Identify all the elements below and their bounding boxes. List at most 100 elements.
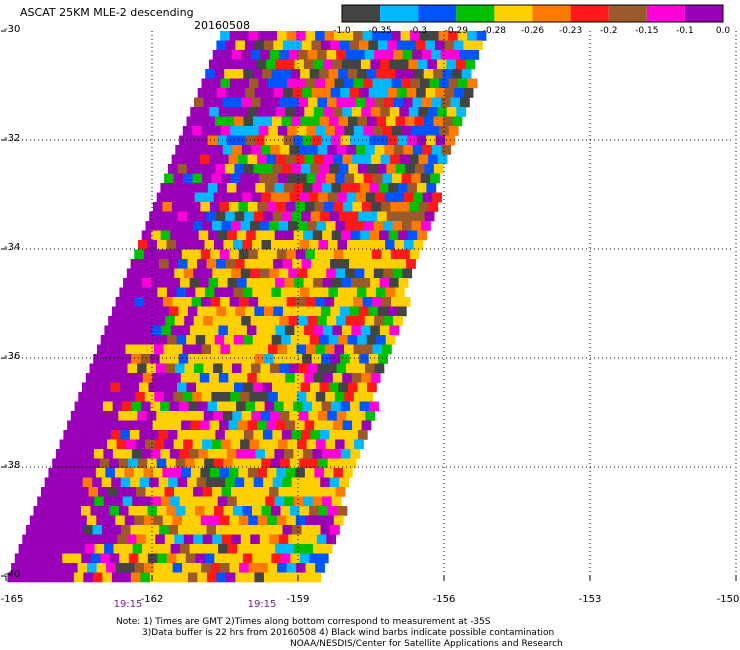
swath-cell <box>71 553 82 564</box>
swath-cell <box>207 183 218 193</box>
swath-cell <box>404 69 415 79</box>
swath-cell <box>413 192 423 203</box>
map-title: ASCAT 25KM MLE-2 descending <box>20 6 194 19</box>
colorbar-tick-label: -0.1 <box>676 26 694 36</box>
swath-cell <box>294 325 305 336</box>
swath-cell <box>187 572 198 583</box>
swath-cell <box>75 496 85 507</box>
swath-cell <box>259 534 270 545</box>
swath-cell <box>149 477 159 488</box>
swath-cell <box>172 249 183 260</box>
swath-cell <box>275 107 286 117</box>
swath-cell <box>318 192 328 203</box>
swath-cell <box>222 363 233 374</box>
swath-cell <box>222 97 233 108</box>
swath-cell <box>255 449 266 459</box>
swath-cell <box>334 297 344 307</box>
swath-cell <box>325 344 335 355</box>
latitude-label: -32 <box>4 133 21 144</box>
swath-cell <box>109 506 120 516</box>
swath-cell <box>165 363 176 374</box>
swath-cell <box>203 145 214 155</box>
swath-cell <box>179 401 189 412</box>
swath-cell <box>389 107 400 117</box>
swath-cell <box>435 88 445 98</box>
swath-cell <box>7 572 18 583</box>
swath-cell <box>201 78 212 89</box>
swath-cell <box>247 154 258 165</box>
swath-cell <box>185 192 195 203</box>
swath-cell <box>346 411 357 421</box>
swath-cell <box>88 534 99 545</box>
swath-cell <box>156 192 167 203</box>
swath-cell <box>271 287 282 298</box>
swath-cell <box>268 78 278 89</box>
swath-cell <box>198 449 209 459</box>
swath-cell <box>300 430 311 440</box>
swath-cell <box>216 40 227 51</box>
swath-cell <box>145 268 156 279</box>
swath-cell <box>97 439 108 450</box>
swath-cell <box>272 430 283 440</box>
swath-cell <box>190 373 201 383</box>
swath-cell <box>214 553 225 564</box>
swath-cell <box>155 316 166 326</box>
swath-cell <box>259 173 269 184</box>
swath-cell <box>259 268 270 279</box>
swath-cell <box>259 439 269 450</box>
swath-cell <box>434 40 445 51</box>
swath-cell <box>213 97 223 108</box>
swath-cell <box>333 249 344 260</box>
swath-cell <box>431 50 441 60</box>
swath-cell <box>266 420 277 431</box>
swath-cell <box>185 553 196 564</box>
colorbar-segment <box>608 5 647 22</box>
swath-cell <box>404 240 414 250</box>
swath-cell <box>329 382 339 393</box>
swath-cell <box>275 278 285 288</box>
swath-cell <box>396 40 407 51</box>
swath-cell <box>343 31 354 41</box>
swath-cell <box>217 496 228 507</box>
swath-cell <box>340 88 350 98</box>
swath-cell <box>107 534 118 545</box>
swath-cell <box>298 411 309 421</box>
swath-cell <box>83 525 93 535</box>
swath-cell <box>334 31 344 41</box>
swath-cell <box>246 496 256 507</box>
swath-cell <box>273 306 284 317</box>
swath-cell <box>344 173 355 184</box>
swath-cell <box>289 145 300 155</box>
swath-cell <box>346 97 356 108</box>
swath-cell <box>219 468 230 478</box>
swath-cell <box>337 506 348 516</box>
swath-cell <box>317 316 327 326</box>
swath-cell <box>168 572 179 583</box>
swath-cell <box>355 363 366 374</box>
swath-cell <box>307 534 318 545</box>
swath-cell <box>392 221 403 231</box>
swath-cell <box>317 145 328 155</box>
swath-cell <box>245 401 256 412</box>
swath-cell <box>156 458 167 469</box>
swath-cell <box>106 563 116 573</box>
swath-cell <box>320 211 330 222</box>
swath-cell <box>376 164 387 174</box>
swath-cell <box>108 411 119 421</box>
map-date: 20160508 <box>194 19 250 32</box>
swath-cell <box>365 411 376 421</box>
swath-cell <box>208 59 219 70</box>
swath-cell <box>261 458 271 469</box>
swath-cell <box>253 477 264 488</box>
swath-cell <box>382 173 393 184</box>
swath-cell <box>151 230 161 241</box>
swath-cell <box>300 164 311 174</box>
swath-cell <box>79 534 90 545</box>
swath-cell <box>200 249 211 260</box>
swath-cell <box>353 297 363 307</box>
swath-cell <box>241 97 252 108</box>
swath-cell <box>119 335 130 345</box>
swath-cell <box>278 439 288 450</box>
swath-cell <box>160 230 171 241</box>
swath-cell <box>157 506 167 516</box>
